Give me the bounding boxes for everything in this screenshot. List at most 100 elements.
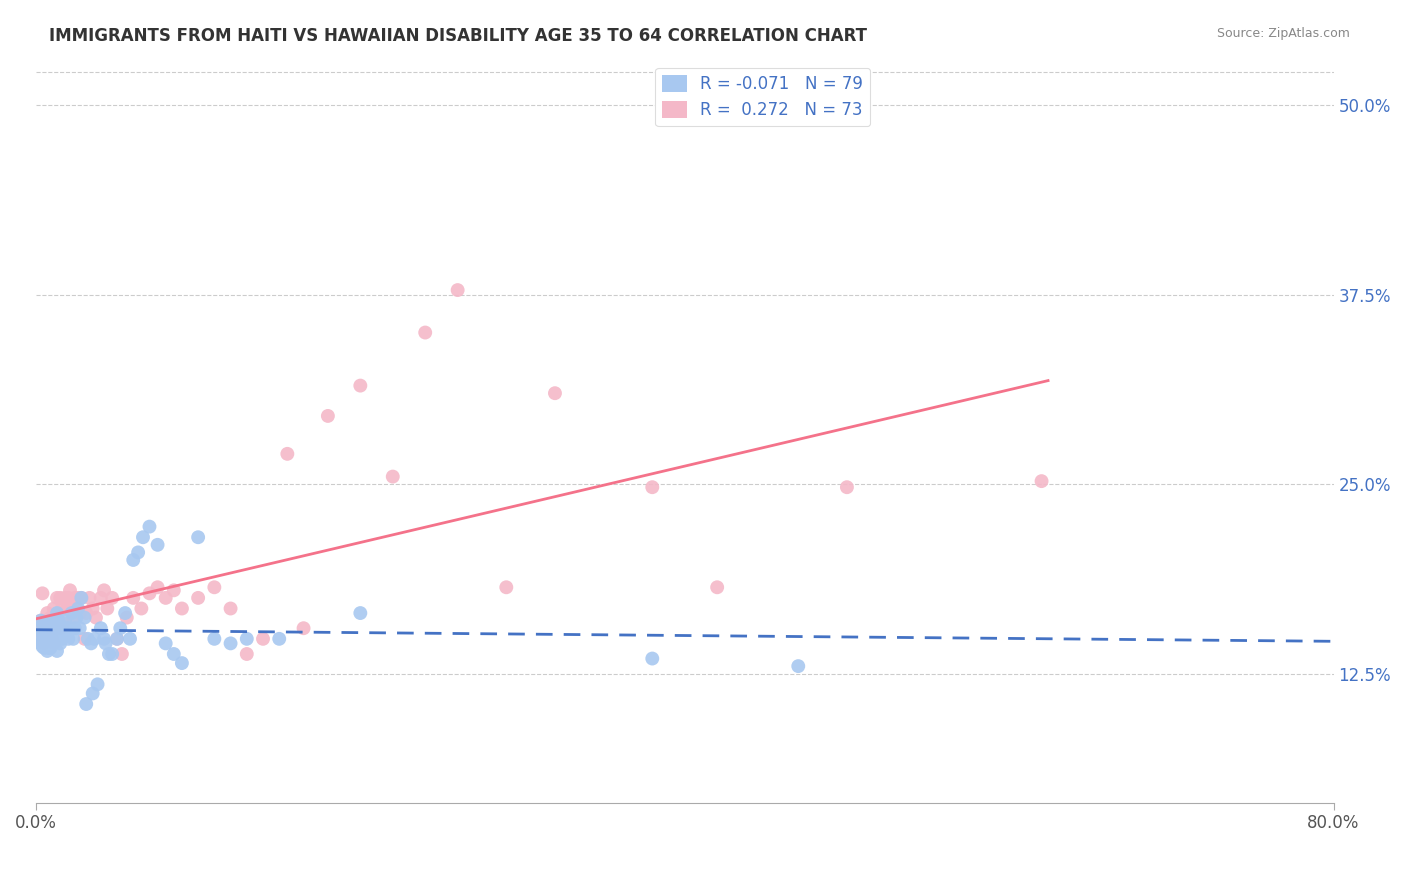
Point <box>65 610 87 624</box>
Point <box>97 647 120 661</box>
Point <box>101 591 124 605</box>
Point <box>39 621 62 635</box>
Point <box>90 621 112 635</box>
Point <box>292 621 315 635</box>
Point <box>34 629 56 643</box>
Point <box>59 583 82 598</box>
Point <box>31 640 53 654</box>
Point <box>31 586 53 600</box>
Point <box>76 632 98 646</box>
Point <box>787 659 810 673</box>
Point <box>65 601 87 615</box>
Point <box>544 386 567 401</box>
Point <box>37 606 59 620</box>
Point <box>316 409 339 423</box>
Point <box>706 580 728 594</box>
Point <box>82 686 104 700</box>
Point <box>34 636 56 650</box>
Point <box>60 595 83 609</box>
Point <box>114 606 136 620</box>
Point <box>63 591 86 605</box>
Point <box>32 636 55 650</box>
Point <box>32 616 55 631</box>
Point <box>276 447 298 461</box>
Point <box>236 647 259 661</box>
Point <box>86 677 108 691</box>
Point <box>48 629 70 643</box>
Point <box>155 636 177 650</box>
Point <box>38 625 60 640</box>
Point <box>170 656 193 670</box>
Point <box>67 601 90 615</box>
Point <box>236 632 259 646</box>
Point <box>32 640 55 655</box>
Point <box>53 614 76 628</box>
Point <box>170 601 193 615</box>
Point <box>127 545 149 559</box>
Point <box>46 644 69 658</box>
Point <box>52 621 75 635</box>
Point <box>93 632 115 646</box>
Point <box>122 591 145 605</box>
Point <box>131 601 153 615</box>
Point <box>75 697 97 711</box>
Point <box>46 606 69 620</box>
Point <box>202 632 225 646</box>
Point <box>82 601 104 615</box>
Point <box>79 591 101 605</box>
Point <box>38 632 60 646</box>
Point <box>641 651 664 665</box>
Point <box>42 616 65 631</box>
Point <box>38 640 60 655</box>
Point <box>28 621 51 635</box>
Point <box>48 606 70 620</box>
Point <box>37 644 59 658</box>
Point <box>51 632 73 646</box>
Point <box>39 636 62 650</box>
Point <box>30 636 52 650</box>
Point <box>69 606 91 620</box>
Point <box>110 621 132 635</box>
Point <box>83 632 105 646</box>
Point <box>115 610 138 624</box>
Point <box>28 632 51 646</box>
Point <box>41 621 63 635</box>
Point <box>62 632 84 646</box>
Point <box>44 621 66 635</box>
Point <box>187 530 209 544</box>
Point <box>446 283 468 297</box>
Point <box>58 632 80 646</box>
Point <box>39 610 62 624</box>
Point <box>62 610 84 624</box>
Point <box>111 647 134 661</box>
Point <box>70 591 93 605</box>
Point <box>381 469 404 483</box>
Point <box>58 591 80 605</box>
Point <box>138 586 160 600</box>
Point <box>31 625 53 640</box>
Point <box>49 621 72 635</box>
Point <box>39 640 62 655</box>
Point <box>37 632 59 646</box>
Point <box>202 580 225 594</box>
Point <box>59 621 82 635</box>
Point <box>41 632 63 646</box>
Point <box>44 632 66 646</box>
Point <box>37 621 59 635</box>
Point <box>101 647 124 661</box>
Point <box>349 378 371 392</box>
Point <box>41 632 63 646</box>
Point <box>163 647 186 661</box>
Point <box>219 601 242 615</box>
Point <box>53 629 76 643</box>
Point <box>269 632 291 646</box>
Legend: R = -0.071   N = 79, R =  0.272   N = 73: R = -0.071 N = 79, R = 0.272 N = 73 <box>655 68 870 126</box>
Point <box>75 606 97 620</box>
Point <box>44 610 66 624</box>
Point <box>67 591 90 605</box>
Point <box>146 580 169 594</box>
Point <box>118 632 141 646</box>
Point <box>122 553 145 567</box>
Point <box>38 632 60 646</box>
Point <box>146 538 169 552</box>
